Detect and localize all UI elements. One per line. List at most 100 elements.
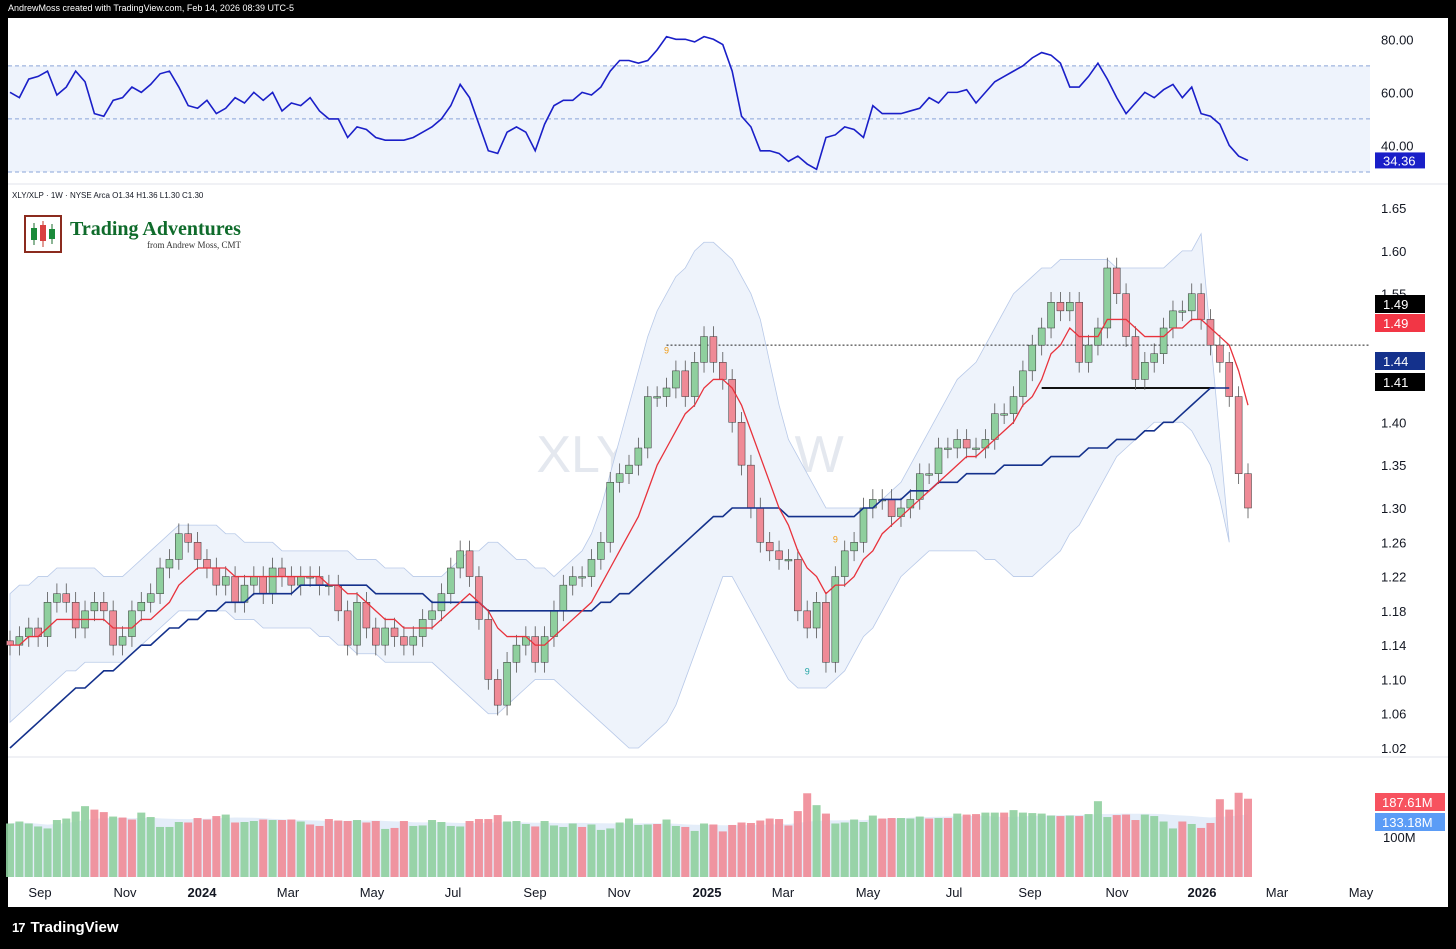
candle-body-33	[315, 576, 324, 586]
volume-bar-105	[990, 812, 999, 877]
candle-body-52	[493, 679, 502, 706]
candle-body-119	[1122, 293, 1130, 337]
candle-body-23	[221, 576, 230, 586]
volume-bar-6	[62, 818, 71, 877]
volume-bar-72	[681, 826, 690, 877]
candle-body-79	[747, 464, 755, 509]
volume-bar-26	[249, 821, 258, 877]
candle-body-9	[90, 602, 99, 612]
candle-body-72	[681, 370, 690, 397]
volume-bar-3	[34, 826, 43, 877]
volume-bar-20	[193, 818, 202, 877]
volume-bar-127	[1197, 827, 1206, 877]
volume-bar-44	[418, 825, 427, 877]
candle-body-104	[981, 439, 990, 449]
candle-body-42	[400, 636, 408, 646]
candle-body-54	[512, 644, 521, 663]
candle-body-78	[737, 422, 746, 466]
volume-bar-90	[850, 819, 859, 877]
volume-bar-79	[746, 822, 755, 877]
volume-bar-56	[531, 826, 540, 877]
candle-body-6	[62, 593, 71, 603]
volume-bar-4	[43, 828, 52, 877]
candle-body-30	[287, 576, 296, 586]
candle-body-81	[765, 542, 774, 552]
price-tick-label-0: 1.65	[1381, 201, 1406, 216]
volume-bar-40	[381, 828, 390, 877]
candle-body-105	[991, 413, 999, 440]
fast-moving-average	[10, 318, 1249, 646]
price-badge-label-3: 1.41	[1383, 375, 1408, 390]
volume-bar-81	[765, 818, 774, 877]
rsi-tick-label-0: 80.00	[1381, 32, 1414, 47]
volume-badge-1	[1375, 813, 1445, 831]
volume-bar-65	[615, 822, 624, 877]
volume-bar-60	[568, 823, 577, 877]
volume-bar-71	[671, 825, 680, 877]
candle-body-39	[372, 627, 380, 646]
candle-body-71	[672, 370, 680, 389]
time-axis-label-0: Sep	[28, 885, 51, 900]
volume-bar-123	[1159, 821, 1168, 877]
volume-bar-21	[202, 819, 211, 877]
volume-bar-43	[409, 825, 418, 877]
candle-body-68	[644, 396, 652, 449]
volume-bar-8	[81, 806, 90, 877]
candle-body-17	[165, 559, 174, 569]
volume-bar-33	[315, 825, 324, 877]
volume-bar-14	[137, 812, 146, 877]
candle-body-13	[128, 610, 136, 637]
candle-body-115	[1084, 344, 1093, 363]
candle-body-117	[1103, 267, 1112, 329]
candle-body-91	[859, 507, 868, 543]
candle-body-107	[1009, 396, 1018, 414]
volume-bar-99	[934, 818, 943, 877]
candle-body-4	[43, 602, 52, 637]
candle-body-16	[156, 567, 164, 594]
tradingview-logo-text: TradingView	[30, 919, 119, 936]
candle-body-64	[606, 482, 614, 543]
candle-body-26	[250, 576, 258, 586]
candle-body-132	[1244, 473, 1252, 509]
volume-bar-18	[174, 822, 183, 877]
volume-bar-54	[512, 821, 521, 877]
candle-body-3	[34, 627, 42, 637]
volume-bar-86	[812, 805, 821, 877]
volume-bar-27	[259, 819, 268, 877]
volume-bar-128	[1206, 822, 1215, 877]
volume-bar-57	[540, 821, 549, 877]
candle-body-123	[1159, 327, 1168, 354]
volume-bar-62	[587, 824, 596, 877]
volume-bar-126	[1187, 823, 1196, 877]
price-tick-label-7: 1.30	[1381, 501, 1406, 516]
volume-bar-38	[362, 822, 371, 877]
candle-body-76	[719, 362, 727, 380]
volume-bar-120	[1131, 820, 1140, 877]
volume-bar-115	[1084, 814, 1093, 877]
volume-bar-67	[634, 824, 643, 877]
footer-bar	[0, 907, 1456, 949]
time-axis-label-13: Nov	[1105, 885, 1129, 900]
candle-body-35	[334, 584, 343, 612]
price-tick-label-14: 1.02	[1381, 741, 1406, 756]
candle-body-61	[578, 576, 586, 579]
tradingview-mark-icon: 17	[12, 920, 26, 935]
volume-bar-52	[493, 815, 502, 877]
volume-bar-114	[1075, 816, 1084, 877]
candle-body-37	[353, 602, 361, 646]
candle-body-83	[784, 559, 793, 562]
volume-bar-80	[756, 820, 765, 877]
volume-bar-112	[1056, 816, 1065, 877]
candle-body-27	[259, 576, 267, 594]
candle-body-55	[522, 636, 530, 646]
candle-body-86	[812, 602, 821, 629]
candle-body-2	[25, 627, 33, 637]
candle-body-89	[840, 550, 849, 577]
rsi-line	[9, 35, 1249, 171]
volume-bar-73	[690, 830, 699, 877]
volume-bar-19	[184, 822, 193, 877]
candle-body-66	[625, 464, 633, 474]
tradingview-logo[interactable]: 17 TradingView	[12, 919, 119, 936]
candle-body-49	[465, 550, 474, 577]
